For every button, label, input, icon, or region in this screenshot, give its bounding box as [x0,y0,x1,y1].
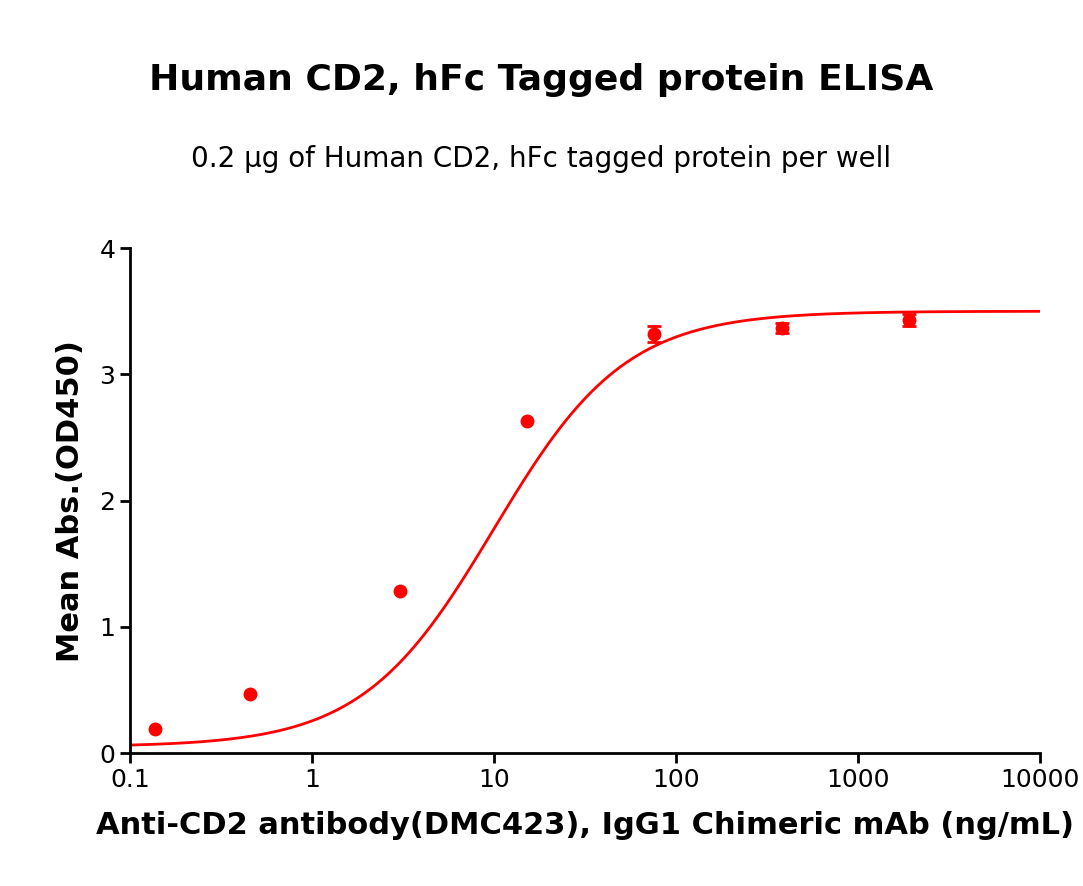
Y-axis label: Mean Abs.(OD450): Mean Abs.(OD450) [56,339,86,662]
X-axis label: Anti-CD2 antibody(DMC423), IgG1 Chimeric mAb (ng/mL): Anti-CD2 antibody(DMC423), IgG1 Chimeric… [95,811,1074,840]
Text: 0.2 μg of Human CD2, hFc tagged protein per well: 0.2 μg of Human CD2, hFc tagged protein … [192,145,891,174]
Text: Human CD2, hFc Tagged protein ELISA: Human CD2, hFc Tagged protein ELISA [149,63,934,97]
